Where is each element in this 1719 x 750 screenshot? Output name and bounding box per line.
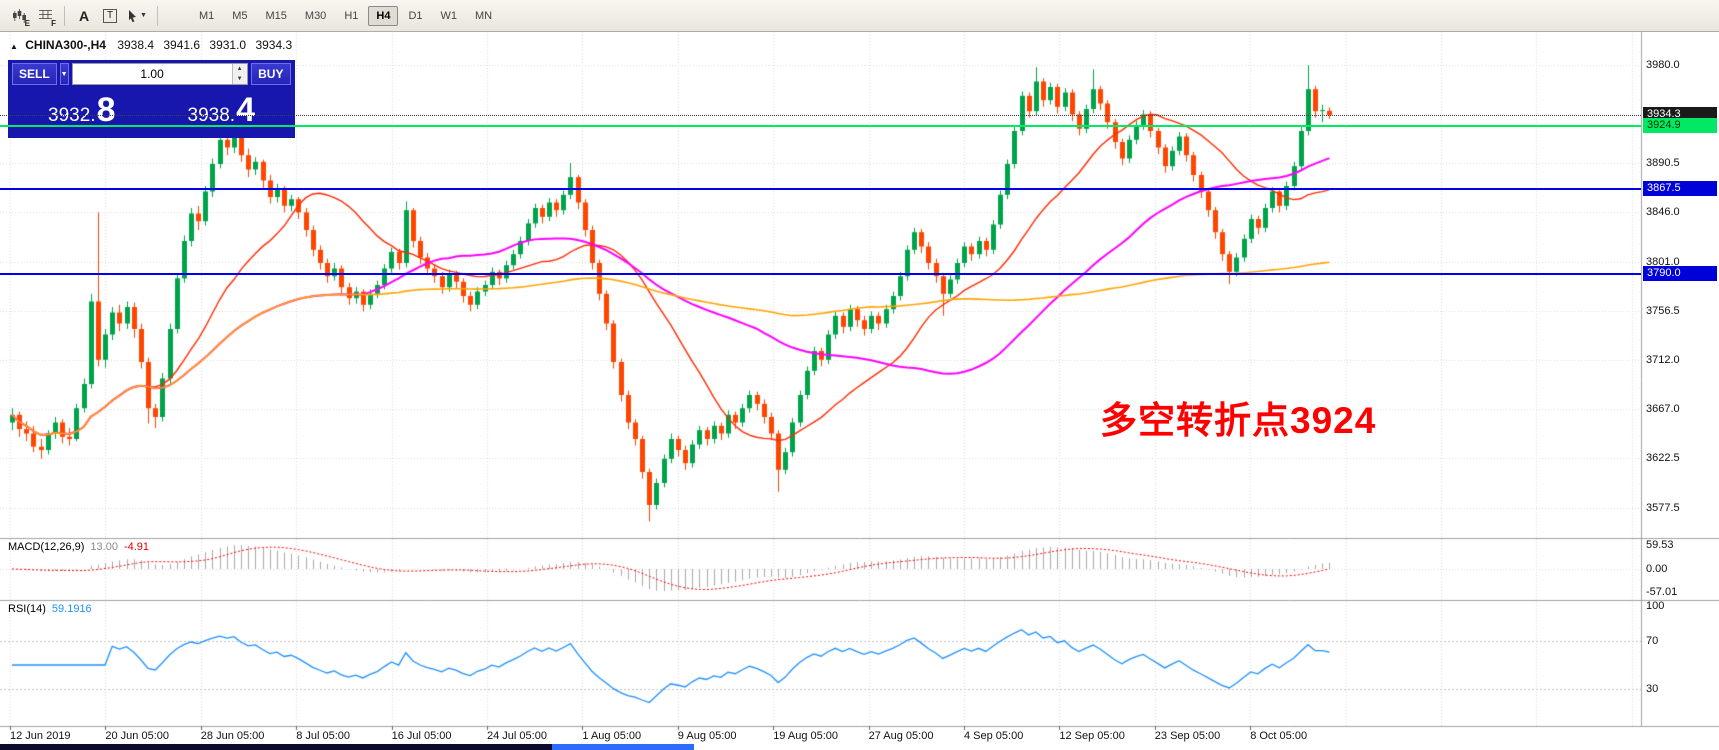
volume-field: ▲ ▼ (71, 63, 248, 85)
rsi-axis-label: 30 (1646, 682, 1659, 695)
grid-glyph (38, 10, 52, 19)
chart-grid-icon[interactable]: F (32, 4, 58, 28)
timeframe-m1[interactable]: M1 (191, 6, 222, 26)
volume-decrease-button[interactable]: ▼ (232, 74, 247, 84)
volume-increase-button[interactable]: ▲ (232, 64, 247, 74)
time-axis-label: 1 Aug 05:00 (582, 730, 642, 742)
boxed-t-glyph: T (102, 8, 118, 23)
bottom-strip-segment (0, 744, 552, 750)
timeframe-m30[interactable]: M30 (297, 6, 334, 26)
price-axis-label: 3980.0 (1646, 59, 1680, 71)
trade-panel-controls: SELL ▼ ▲ ▼ BUY (12, 63, 291, 85)
timeframe-h1[interactable]: H1 (336, 6, 366, 26)
bottom-strip-segment (694, 744, 1719, 750)
price-axis-label: 3846.0 (1646, 206, 1680, 219)
price-line-badge: 3924.9 (1643, 117, 1717, 133)
rsi-axis-label: 70 (1646, 635, 1659, 648)
toolbar-separator (64, 5, 65, 26)
icon-sub-label: E (24, 18, 30, 28)
horizontal-line-3790[interactable] (0, 273, 1641, 275)
bottom-strip (0, 744, 1719, 750)
time-axis-label: 9 Aug 05:00 (677, 730, 737, 742)
candlestick-glyph (12, 8, 26, 23)
toolbar: E F A T ▼ M1 M5 M15 M30 H1 H (0, 0, 1719, 32)
chart-ohlc-header: ▲ CHINA300-,H4 3938.4 3941.6 3931.0 3934… (10, 38, 298, 52)
buy-button[interactable]: BUY (250, 63, 291, 85)
time-axis-label: 16 Jul 05:00 (391, 730, 452, 742)
macd-axis-label: -57.01 (1646, 585, 1678, 598)
price-axis-label: 3622.5 (1646, 452, 1680, 465)
chart-annotation: 多空转折点3924 (1100, 400, 1377, 441)
high-value: 3941.6 (163, 38, 201, 52)
horizontal-line-3934.3 (0, 115, 1641, 116)
volume-dropdown-button[interactable]: ▼ (59, 63, 69, 85)
close-value: 3934.3 (255, 38, 293, 52)
price-line-badge: 3867.5 (1643, 180, 1717, 196)
time-axis-label: 4 Sep 05:00 (964, 730, 1024, 742)
macd-axis-label: 0.00 (1646, 563, 1668, 575)
collapse-arrow-icon[interactable]: ▲ (10, 42, 18, 51)
low-value: 3931.0 (209, 38, 247, 52)
horizontal-line-3924.9[interactable] (0, 125, 1641, 127)
time-axis-label: 24 Jul 05:00 (487, 730, 547, 742)
price-axis-label: 3890.5 (1646, 157, 1680, 170)
chevron-down-icon: ▼ (140, 12, 147, 19)
candlestick-chart-icon[interactable]: E (6, 4, 32, 28)
time-axis-label: 19 Aug 05:00 (773, 730, 839, 742)
volume-input[interactable] (72, 64, 232, 84)
timeframe-mn[interactable]: MN (467, 6, 500, 26)
macd-axis-label: 59.53 (1646, 539, 1674, 552)
text-box-tool[interactable]: T (97, 4, 123, 28)
price-axis-label: 3756.5 (1646, 304, 1680, 317)
rsi-axis-label: 100 (1646, 600, 1665, 612)
timeframe-m5[interactable]: M5 (224, 6, 255, 26)
rsi-label: RSI(14) 59.1916 (8, 603, 92, 615)
timeframe-m15[interactable]: M15 (258, 6, 295, 26)
timeframe-group: M1 M5 M15 M30 H1 H4 D1 W1 MN (190, 5, 501, 26)
open-value: 3938.4 (117, 38, 155, 52)
time-axis-label: 28 Jun 05:00 (200, 730, 265, 742)
cursor-tools-dropdown[interactable]: ▼ (123, 4, 151, 28)
time-axis-label: 12 Sep 05:00 (1059, 730, 1125, 742)
price-axis-label: 3667.0 (1646, 403, 1680, 416)
time-axis-label: 8 Jul 05:00 (296, 730, 351, 742)
timeframe-h4[interactable]: H4 (368, 5, 399, 26)
time-axis-label: 27 Aug 05:00 (868, 730, 934, 742)
symbol-timeframe-label: CHINA300-,H4 (25, 38, 106, 52)
time-axis-label: 20 Jun 05:00 (105, 730, 170, 742)
macd-label: MACD(12,26,9) 13.00 -4.91 (8, 541, 150, 553)
horizontal-line-3867.5[interactable] (0, 188, 1641, 190)
time-axis-label: 8 Oct 05:00 (1250, 730, 1308, 742)
price-axis-label: 3712.0 (1646, 353, 1680, 366)
trade-panel-prices: 3932. 8 3938. 4 (12, 85, 291, 135)
cursor-arrow-glyph (129, 9, 136, 22)
ask-price: 3938. 4 (187, 90, 255, 129)
timeframe-d1[interactable]: D1 (400, 6, 430, 26)
time-axis-label: 23 Sep 05:00 (1154, 730, 1221, 742)
bottom-strip-segment (552, 744, 694, 750)
volume-spinner: ▲ ▼ (231, 64, 247, 84)
bid-price: 3932. 8 (48, 90, 116, 129)
icon-sub-label: F (51, 18, 56, 28)
sell-button[interactable]: SELL (12, 63, 57, 85)
toolbar-separator (156, 5, 158, 26)
price-line-badge: 3790.0 (1643, 266, 1717, 281)
text-label-tool[interactable]: A (71, 4, 97, 28)
price-axis-label: 3577.5 (1646, 501, 1680, 514)
timeframe-w1[interactable]: W1 (433, 6, 466, 26)
time-axis-label: 12 Jun 2019 (10, 730, 71, 742)
price-axis-label: 3801.0 (1646, 255, 1680, 268)
